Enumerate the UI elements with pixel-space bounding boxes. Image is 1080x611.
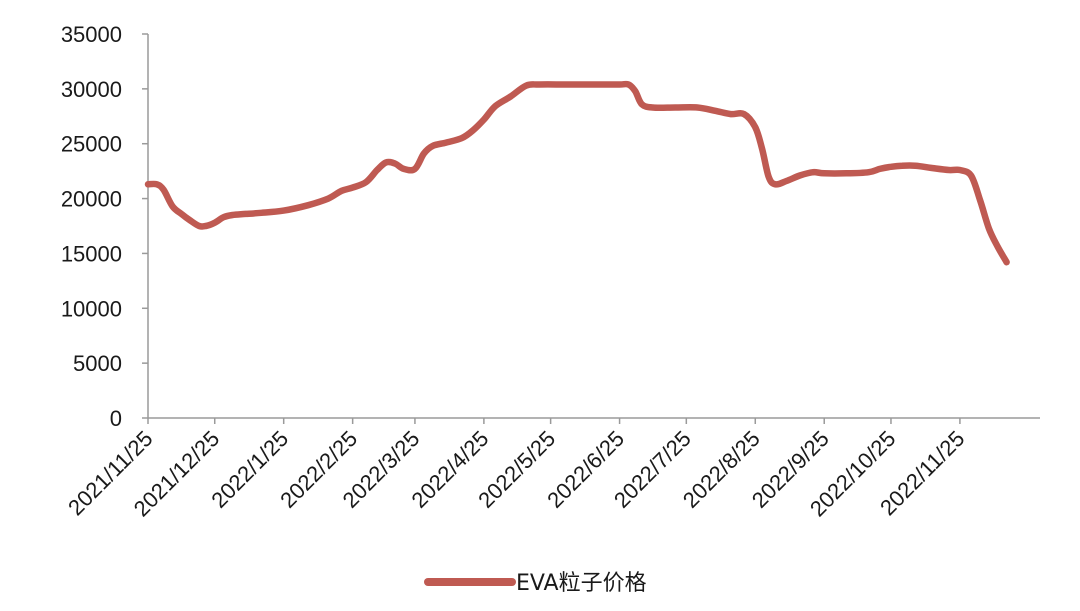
y-tick-label: 15000 <box>61 241 122 266</box>
x-axis: 2021/11/252021/12/252022/1/252022/2/2520… <box>63 417 1040 521</box>
y-tick-label: 5000 <box>73 351 122 376</box>
legend: EVA粒子价格 <box>424 571 647 596</box>
y-tick-label: 25000 <box>61 132 122 157</box>
y-tick-label: 30000 <box>61 77 122 102</box>
y-tick-label: 0 <box>110 406 122 431</box>
y-axis: 0 5000 10000 15000 20000 25000 30000 35000 <box>61 22 149 431</box>
y-tick-label: 35000 <box>61 22 122 47</box>
series-line-eva-price <box>144 80 1010 266</box>
y-tick-label: 20000 <box>61 187 122 212</box>
legend-label: EVA粒子价格 <box>516 571 647 596</box>
y-tick-label: 10000 <box>61 296 122 321</box>
plot-area <box>144 80 1010 266</box>
